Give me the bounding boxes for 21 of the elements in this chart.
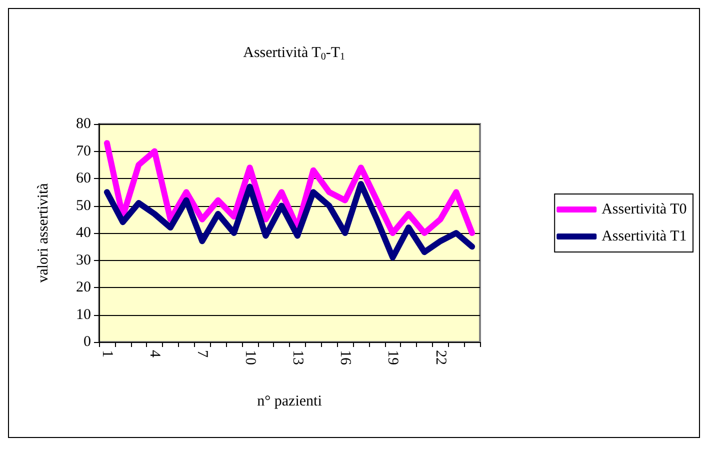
y-tick-label: 30 [76, 252, 91, 268]
x-tick-label: 4 [146, 350, 163, 358]
y-tick-label: 70 [76, 143, 91, 160]
y-tick-label: 10 [76, 306, 91, 323]
y-tick-label: 40 [76, 225, 91, 241]
y-tick-label: 80 [76, 116, 91, 132]
y-tick-label: 0 [84, 334, 91, 350]
x-tick-label: 16 [337, 350, 354, 366]
y-tick-label: 20 [76, 280, 91, 296]
y-axis-title: valori assertività [36, 182, 52, 283]
y-tick-label: 50 [76, 198, 91, 214]
x-tick-label: 13 [289, 350, 306, 365]
legend-label: Assertività T0 [602, 202, 687, 218]
x-axis-title: n° pazienti [257, 394, 322, 410]
x-tick-label: 7 [194, 350, 210, 358]
x-tick-label: 19 [384, 350, 401, 365]
y-tick-label: 60 [76, 170, 91, 186]
x-tick-label: 10 [242, 350, 258, 365]
x-tick-label: 1 [98, 350, 115, 358]
x-tick-label: 22 [432, 350, 448, 365]
legend-label: Assertività T1 [602, 228, 687, 244]
